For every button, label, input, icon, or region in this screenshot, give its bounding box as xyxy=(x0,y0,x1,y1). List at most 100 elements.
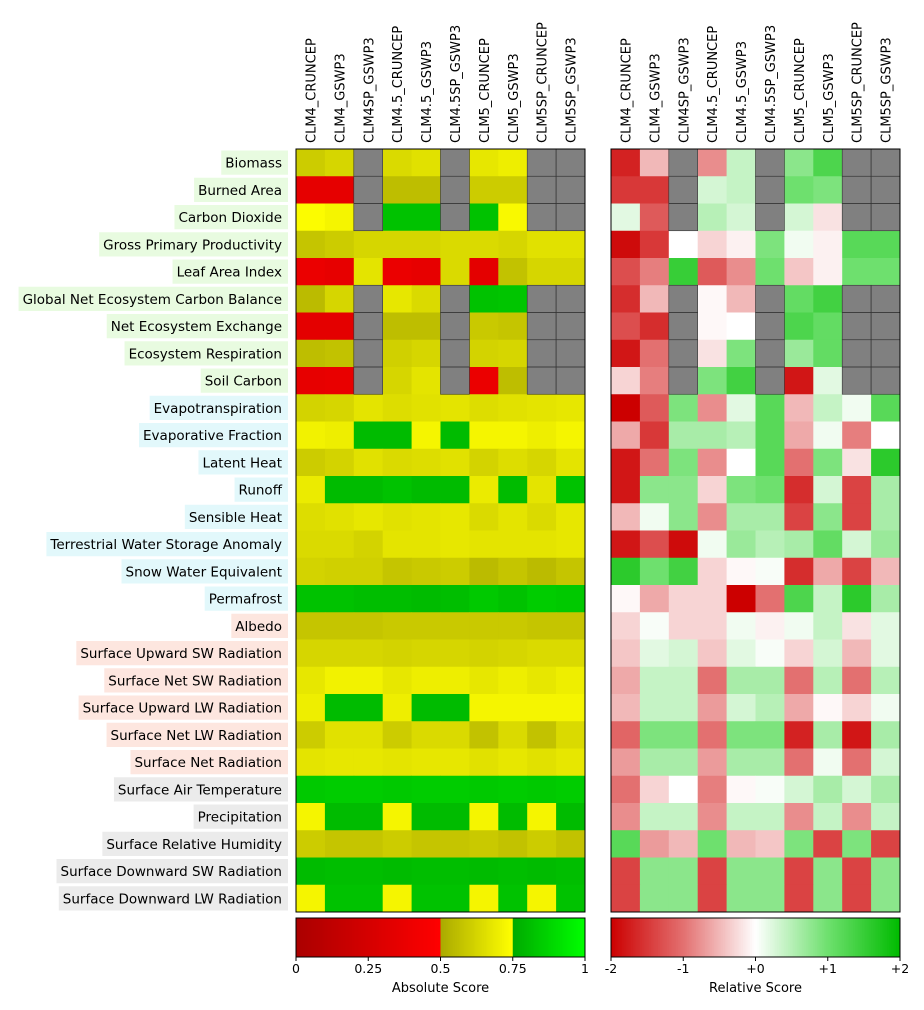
absolute-colorbar-segment xyxy=(574,918,577,957)
absolute-cell xyxy=(527,503,557,531)
relative-cell xyxy=(726,448,756,477)
relative-cell xyxy=(842,448,872,477)
relative-colorbar-segment xyxy=(650,918,654,957)
absolute-cell xyxy=(411,503,441,531)
absolute-cell xyxy=(469,258,499,286)
absolute-cell xyxy=(440,857,470,886)
absolute-colorbar-segment xyxy=(473,918,476,957)
absolute-cell xyxy=(324,367,355,395)
absolute-colorbar-segment xyxy=(359,918,362,957)
absolute-colorbar-segment xyxy=(525,918,528,957)
absolute-cell xyxy=(411,394,441,422)
relative-score-colorbar: -2 -1 +0 +1 +2 Relative Score xyxy=(605,917,909,996)
absolute-colorbar-segment xyxy=(388,918,391,957)
relative-cell xyxy=(755,203,785,232)
absolute-cell xyxy=(382,149,412,177)
absolute-colorbar-segment xyxy=(319,918,322,957)
absolute-colorbar-segment xyxy=(413,918,416,957)
relative-cell xyxy=(726,748,756,777)
relative-cell xyxy=(842,694,872,722)
absolute-colorbar-segment xyxy=(324,918,328,957)
relative-cell xyxy=(755,312,785,341)
relative-cell xyxy=(784,857,814,886)
relative-cell xyxy=(784,694,814,722)
absolute-cell xyxy=(469,285,499,313)
absolute-cell xyxy=(353,476,384,504)
absolute-cell xyxy=(556,721,586,749)
relative-colorbar-segment xyxy=(865,918,868,957)
relative-colorbar-segment xyxy=(847,918,850,957)
absolute-colorbar-segment xyxy=(451,918,454,957)
relative-colorbar-segment xyxy=(670,918,673,957)
relative-colorbar-segment xyxy=(784,918,787,957)
absolute-cell xyxy=(411,285,441,313)
absolute-colorbar-segment xyxy=(530,918,534,957)
absolute-cell xyxy=(411,612,441,640)
absolute-cell xyxy=(556,476,586,504)
absolute-cell xyxy=(556,503,586,531)
variable-label-background xyxy=(139,423,288,448)
absolute-cell xyxy=(353,149,384,177)
relative-colorbar-segment xyxy=(777,918,780,957)
absolute-cell xyxy=(411,339,441,368)
absolute-column-header-clm5sp-gswp3: CLM5SP_GSWP3 xyxy=(565,37,580,143)
absolute-cell xyxy=(498,367,528,395)
variable-label-background xyxy=(204,586,288,611)
relative-cell xyxy=(726,312,756,341)
absolute-cell xyxy=(556,258,586,286)
absolute-colorbar-segment xyxy=(554,918,557,957)
absolute-cell xyxy=(440,367,470,395)
absolute-colorbar-segment xyxy=(344,918,348,957)
relative-colorbar-segment xyxy=(892,918,896,957)
variable-label-background xyxy=(121,559,288,584)
relative-cell xyxy=(611,775,641,804)
relative-colorbar-segment xyxy=(894,918,897,957)
relative-cell xyxy=(871,149,901,177)
relative-cell xyxy=(611,339,641,368)
absolute-cell xyxy=(353,857,384,886)
relative-colorbar-segment xyxy=(880,918,883,957)
absolute-cell xyxy=(324,503,355,531)
absolute-cell xyxy=(353,394,384,422)
absolute-colorbar-segment xyxy=(566,918,570,957)
absolute-cell xyxy=(353,176,384,204)
relative-colorbar-segment xyxy=(621,918,625,957)
variable-label-background xyxy=(18,286,288,311)
absolute-cell xyxy=(382,666,412,695)
relative-cell xyxy=(726,775,756,804)
absolute-colorbar-segment xyxy=(380,918,384,957)
absolute-colorbar-segment xyxy=(581,918,584,957)
absolute-cell xyxy=(353,285,384,313)
absolute-cell xyxy=(440,830,470,858)
relative-cell xyxy=(697,721,727,749)
absolute-colorbar-segment xyxy=(487,918,490,957)
relative-colorbar-segment xyxy=(831,918,834,957)
absolute-cell xyxy=(527,557,557,586)
relative-cell xyxy=(871,666,901,695)
absolute-colorbar-segment xyxy=(330,918,333,957)
relative-cell xyxy=(871,503,901,531)
absolute-colorbar-segment xyxy=(516,918,519,957)
variable-label-terrestrial-water-storage-anomaly: Terrestrial Water Storage Anomaly xyxy=(49,537,282,553)
relative-cell xyxy=(611,694,641,722)
variable-label-background xyxy=(56,859,288,884)
absolute-cell xyxy=(353,503,384,531)
relative-colorbar-segment xyxy=(697,918,701,957)
variable-label-net-ecosystem-exchange: Net Ecosystem Exchange xyxy=(111,319,282,335)
relative-colorbar-segment xyxy=(860,918,863,957)
relative-colorbar-segment xyxy=(629,918,632,957)
absolute-cell xyxy=(324,258,355,286)
absolute-cell xyxy=(469,367,499,395)
relative-cell xyxy=(639,585,670,613)
relative-cell xyxy=(755,421,785,450)
relative-colorbar-segment xyxy=(690,918,693,957)
variable-label-surface-net-sw-radiation: Surface Net SW Radiation xyxy=(108,673,282,689)
absolute-colorbar-segment xyxy=(509,918,512,957)
relative-cell xyxy=(697,857,727,886)
relative-cell xyxy=(813,203,843,232)
relative-cell xyxy=(784,258,814,286)
relative-cell xyxy=(784,748,814,777)
absolute-colorbar-segment xyxy=(348,918,351,957)
relative-cell xyxy=(639,884,670,913)
relative-colorbar-segment xyxy=(695,918,699,957)
